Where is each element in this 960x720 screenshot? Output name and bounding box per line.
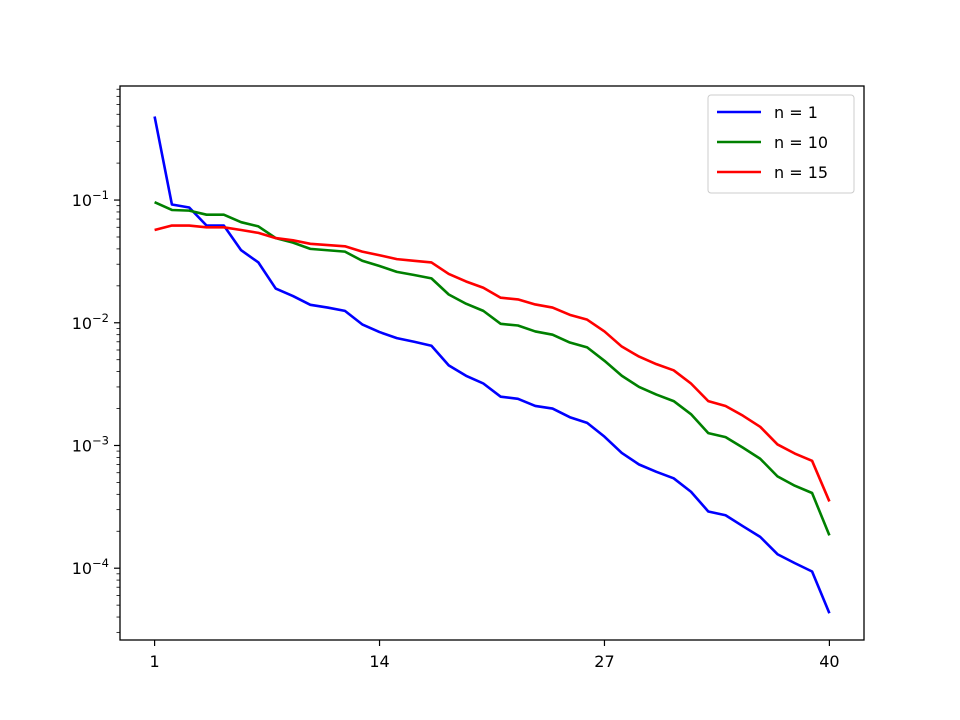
series-line-1 (154, 201, 831, 536)
plot-frame (119, 85, 865, 641)
series-line-2 (154, 224, 831, 502)
y-tick-label: 10−1 (72, 188, 109, 210)
legend-box (707, 94, 855, 194)
y-tick-label: 10−2 (72, 311, 109, 333)
legend-label-1: n = 10 (774, 133, 828, 152)
series-line-0 (153, 116, 831, 614)
x-axis: 1 14 27 40 (150, 640, 840, 671)
legend-label-2: n = 15 (774, 163, 828, 182)
y-axis: 10−1 10−2 10−3 10−4 (72, 88, 120, 633)
x-tick-label: 14 (369, 652, 389, 671)
legend-label-0: n = 1 (774, 103, 818, 122)
x-tick-label: 27 (594, 652, 614, 671)
x-tick-label: 1 (150, 652, 160, 671)
y-tick-label: 10−3 (72, 433, 109, 455)
x-tick-label: 40 (819, 652, 839, 671)
y-tick-label: 10−4 (72, 556, 109, 578)
series-layer (153, 116, 831, 614)
legend: n = 1 n = 10 n = 15 (707, 94, 855, 194)
